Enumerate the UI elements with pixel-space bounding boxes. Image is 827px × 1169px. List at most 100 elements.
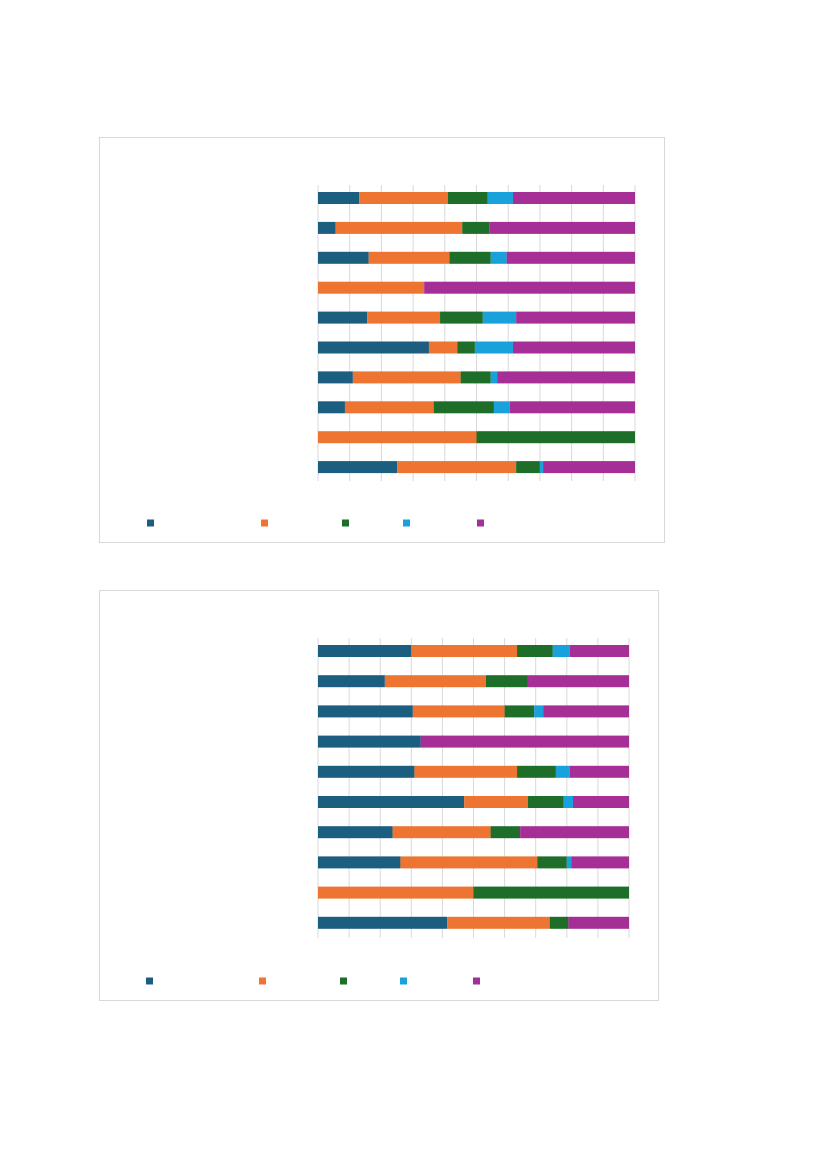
bar-segment	[318, 281, 425, 294]
bar-segment	[569, 765, 629, 778]
bar-segment	[318, 826, 393, 839]
bar-segment	[367, 311, 441, 324]
legend-swatch	[146, 977, 153, 985]
bars	[318, 645, 629, 929]
bar-segment	[414, 765, 518, 778]
bar-segment	[485, 675, 528, 688]
legend-swatch	[342, 519, 349, 527]
legend-swatch	[259, 977, 266, 985]
bar-segment	[493, 401, 510, 414]
bar-segment	[368, 251, 450, 264]
bar-segment	[428, 341, 458, 354]
bar-segment	[473, 886, 629, 899]
bar-segment	[318, 856, 401, 869]
bar-segment	[318, 341, 429, 354]
bar-segment	[433, 401, 494, 414]
bar-segment	[352, 371, 461, 384]
bar-segment	[539, 461, 544, 474]
bar-segment	[420, 735, 629, 748]
bar-segment	[318, 461, 398, 474]
bar-segment	[543, 461, 635, 474]
bar-segment	[497, 371, 635, 384]
bar-segment	[397, 461, 517, 474]
bar-segment	[549, 916, 569, 929]
bar-segment	[566, 856, 572, 869]
bar-segment	[392, 826, 491, 839]
bar-segment	[476, 431, 635, 444]
legend-swatch	[400, 977, 407, 985]
bar-segment	[318, 735, 421, 748]
bar-segment	[569, 645, 629, 657]
bar-segment	[474, 341, 513, 354]
bar-segment	[517, 645, 553, 657]
bar-segment	[318, 311, 368, 324]
legend-swatch	[477, 519, 484, 527]
bar-segment	[487, 192, 513, 204]
bar-segment	[318, 431, 477, 444]
bar-segment	[555, 765, 570, 778]
chart-panel-1	[99, 137, 665, 543]
bar-segment	[489, 221, 635, 234]
bar-segment	[543, 705, 629, 718]
bars	[318, 192, 635, 474]
bar-segment	[318, 705, 413, 718]
bar-segment	[318, 192, 360, 204]
legend-swatch	[261, 519, 268, 527]
bar-segment	[318, 886, 474, 899]
bar-segment	[573, 796, 629, 808]
bar-segment	[440, 311, 483, 324]
bar-segment	[318, 796, 465, 808]
bar-segment	[552, 645, 570, 657]
bar-segment	[520, 826, 629, 839]
bar-segment	[344, 401, 434, 414]
bar-segment	[359, 192, 448, 204]
bar-segment	[460, 371, 491, 384]
legend-swatch	[403, 519, 410, 527]
bar-segment	[318, 675, 385, 688]
bar-segment	[527, 796, 564, 808]
bar-segment	[447, 192, 488, 204]
legend-swatch	[473, 977, 480, 985]
bar-segment	[462, 221, 490, 234]
bar-segment	[516, 311, 635, 324]
stacked-bar-chart-1	[147, 185, 636, 527]
bar-segment	[318, 221, 336, 234]
bar-segment	[490, 251, 507, 264]
bar-segment	[534, 705, 544, 718]
bar-segment	[457, 341, 475, 354]
bar-segment	[506, 251, 635, 264]
bar-segment	[384, 675, 486, 688]
bar-segment	[490, 371, 498, 384]
bar-segment	[411, 645, 518, 657]
bar-segment	[537, 856, 567, 869]
bar-segment	[509, 401, 635, 414]
bar-segment	[517, 765, 556, 778]
bar-segment	[449, 251, 491, 264]
bar-segment	[527, 675, 629, 688]
bar-segment	[412, 705, 505, 718]
bar-segment	[504, 705, 535, 718]
bar-segment	[482, 311, 517, 324]
bar-segment	[400, 856, 538, 869]
legend	[147, 519, 484, 527]
bar-segment	[318, 645, 412, 657]
bar-segment	[318, 765, 415, 778]
bar-segment	[318, 401, 345, 414]
bar-segment	[464, 796, 528, 808]
stacked-bar-chart-2	[146, 638, 630, 985]
bar-segment	[512, 192, 635, 204]
legend-swatch	[147, 519, 154, 527]
bar-segment	[563, 796, 574, 808]
bar-segment	[424, 281, 635, 294]
bar-segment	[318, 251, 369, 264]
bar-segment	[335, 221, 463, 234]
bar-segment	[512, 341, 635, 354]
bar-segment	[447, 916, 550, 929]
bar-segment	[318, 916, 448, 929]
legend	[146, 977, 480, 985]
bar-segment	[571, 856, 629, 869]
legend-swatch	[340, 977, 347, 985]
bar-segment	[318, 371, 353, 384]
bar-segment	[516, 461, 540, 474]
bar-segment	[490, 826, 521, 839]
